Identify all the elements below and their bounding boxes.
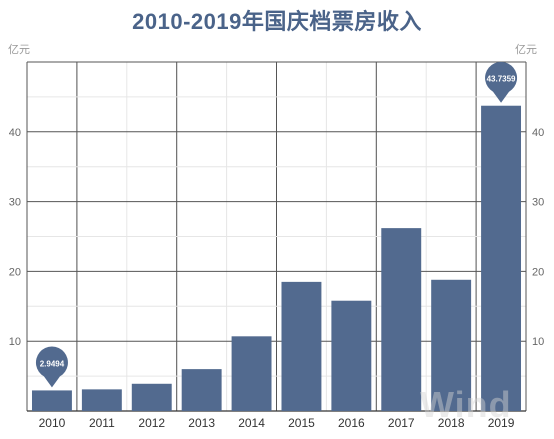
x-tick-label-2011: 2011 [89,416,115,430]
y-tick-label-left: 20 [9,266,21,278]
x-tick-label-2018: 2018 [438,416,465,430]
chart-title: 2010-2019年国庆档票房收入 [132,9,422,34]
x-tick-label-2015: 2015 [288,416,315,430]
x-tick-label-2012: 2012 [138,416,165,430]
annotation-pin-2019 [485,61,518,103]
x-tick-label-2010: 2010 [39,416,66,430]
bar-2013 [181,369,222,411]
x-tick-label-2014: 2014 [238,416,265,430]
bar-2011 [81,389,122,411]
bar-2014 [231,336,272,411]
bar-2017 [381,228,422,411]
annotation-pin-2010 [35,346,68,388]
annotation-label-2019: 43.7359 [487,75,516,84]
y-tick-label-right: 30 [532,197,544,209]
labels-layer: 10 10 20 20 30 30 40 40 2010 2011 2012 2013 2014 2015… [9,127,545,430]
y-tick-label-left: 30 [9,197,21,209]
watermark: Wind [420,384,512,425]
y-tick-label-right: 10 [532,336,544,348]
annotation-label-2010: 2.9494 [40,359,65,368]
x-tick-label-2017: 2017 [388,416,415,430]
bar-2018 [431,279,472,411]
grid-layer [26,61,527,412]
y-tick-label-right: 40 [532,127,544,139]
bars-layer [31,105,522,411]
bar-2015 [281,281,322,411]
bar-2010 [31,390,72,411]
annotation-pins-layer: 2.9494 43.7359 [35,61,518,388]
x-tick-label-2016: 2016 [338,416,365,430]
left-axis-unit: 亿元 [8,44,30,56]
y-tick-label-left: 10 [9,336,21,348]
bar-2016 [331,300,372,411]
right-axis-unit: 亿元 [515,44,537,56]
x-tick-label-2013: 2013 [188,416,215,430]
bar-2012 [131,383,172,411]
y-tick-label-left: 40 [9,127,21,139]
y-tick-label-right: 20 [532,266,544,278]
x-tick-label-2019: 2019 [488,416,515,430]
bar-2019 [481,105,522,411]
